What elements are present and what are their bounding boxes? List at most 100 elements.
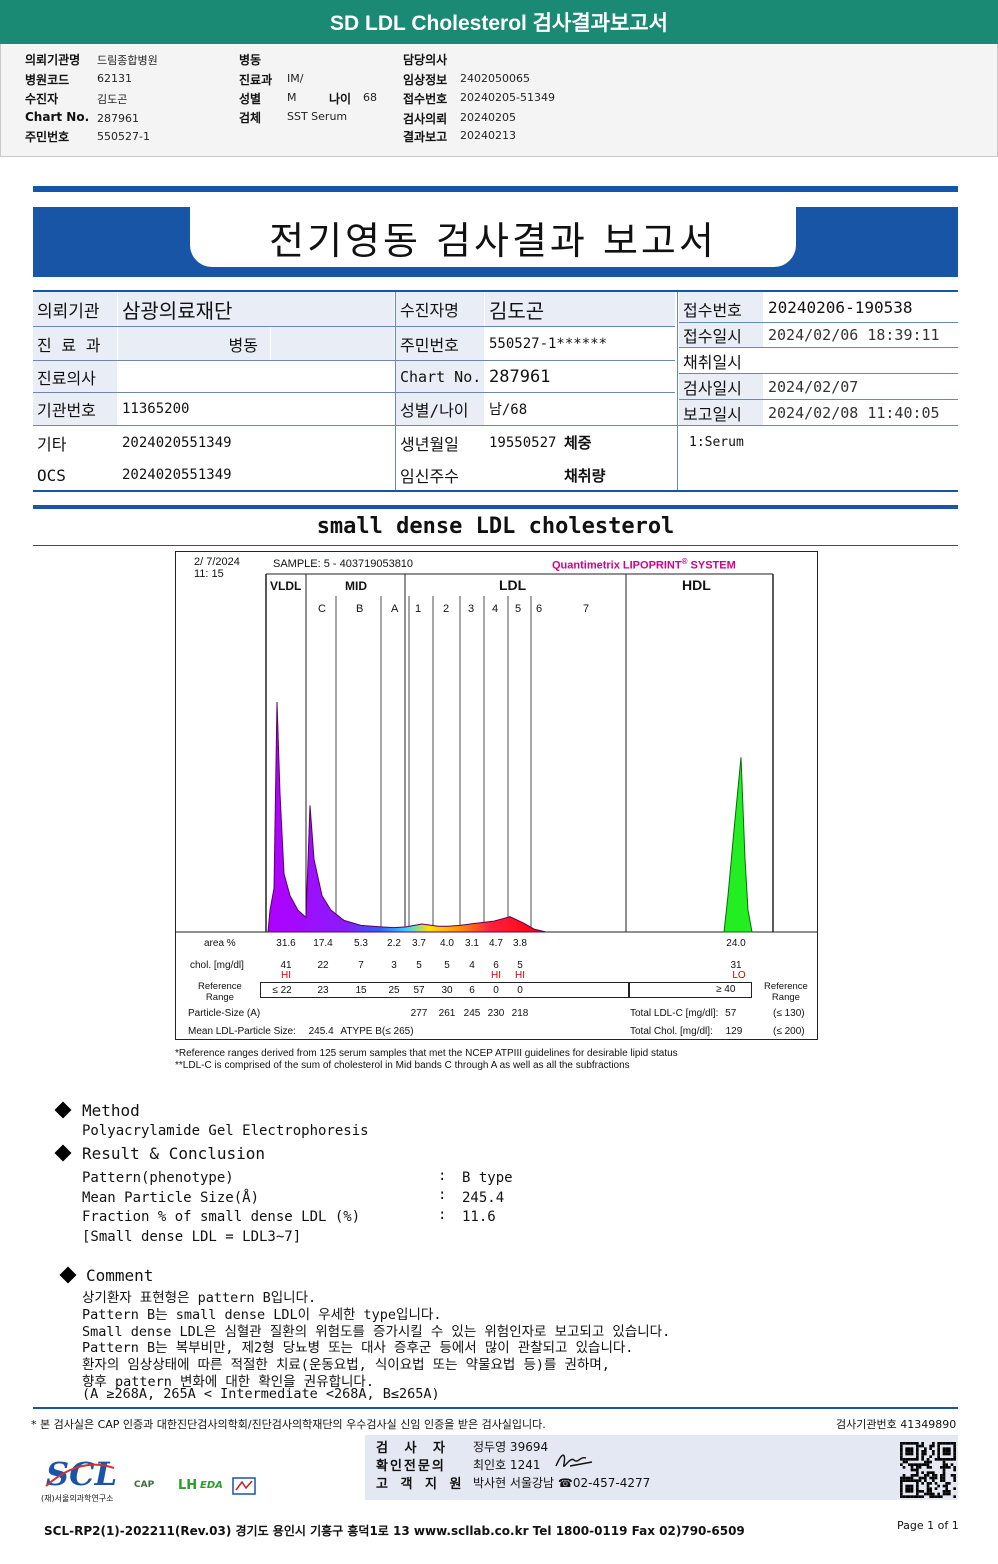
qr-module	[937, 1447, 940, 1450]
qr-module	[934, 1482, 938, 1485]
qr-module	[932, 1442, 935, 1445]
label-department: 진 료 과	[33, 327, 117, 360]
chol-value: 7	[358, 960, 364, 971]
result-key: Mean Particle Size(Å)	[82, 1190, 260, 1206]
qr-module	[921, 1482, 924, 1485]
qr-module	[908, 1484, 911, 1488]
qr-module	[905, 1442, 908, 1445]
table-rule	[677, 292, 678, 490]
birth-value: 19550527	[489, 434, 557, 451]
method-text: Polyacrylamide Gel Electrophoresis	[82, 1123, 369, 1139]
result-value: 245.4	[462, 1190, 505, 1206]
rrn-value: 550527-1******	[489, 335, 608, 352]
ref-label-left-1: Reference	[198, 981, 242, 992]
qr-module	[902, 1460, 906, 1464]
qr-module	[945, 1482, 948, 1485]
qr-module	[950, 1463, 954, 1466]
ocs-value: 2024020551349	[122, 467, 232, 483]
qr-module	[913, 1495, 916, 1498]
qr-module	[924, 1476, 927, 1480]
test-date-value: 2024/02/07	[768, 377, 859, 396]
top-value: 2402050065	[460, 72, 530, 85]
qr-module	[908, 1458, 911, 1461]
chol-value: 31	[730, 960, 742, 971]
examiner-value: 정두영 39694	[473, 1440, 549, 1454]
top-label: 병원코드	[25, 73, 70, 87]
qr-module	[900, 1479, 903, 1482]
ref-value: 15	[355, 985, 367, 996]
label-ocs: OCS	[37, 465, 66, 485]
result-note: [Small dense LDL = LDL3~7]	[82, 1229, 302, 1245]
qr-module	[937, 1484, 940, 1488]
qr-module	[953, 1466, 956, 1469]
qr-module	[937, 1492, 940, 1496]
cs-value: 박사현 서울강남 ☎02-457-4277	[473, 1476, 651, 1490]
label-sex-age: 성별/나이	[396, 393, 484, 425]
band-label: 2	[443, 603, 450, 615]
area-label: area %	[204, 938, 236, 949]
qr-code-icon	[900, 1442, 956, 1498]
ref-label-right-2: Range	[771, 992, 800, 1003]
qr-module	[929, 1455, 932, 1458]
lipoprotein-curve	[267, 701, 547, 933]
particle-size-value: 218	[511, 1008, 529, 1019]
qr-module	[900, 1444, 903, 1448]
chart-sample: SAMPLE: 5 - 403719053810	[273, 558, 414, 570]
band-label: 3	[468, 603, 475, 615]
qr-module	[929, 1444, 932, 1448]
qr-module	[921, 1455, 924, 1458]
qr-module	[916, 1442, 919, 1445]
qr-module	[916, 1455, 919, 1458]
total-chol-value: 129	[725, 1026, 743, 1037]
flag-value: HI	[515, 970, 525, 981]
qr-module	[940, 1479, 943, 1482]
qr-module	[905, 1460, 908, 1464]
qr-module	[948, 1466, 951, 1469]
qr-module	[900, 1495, 903, 1498]
table-rule	[679, 347, 958, 348]
qr-module	[908, 1495, 911, 1498]
qr-module	[953, 1495, 956, 1498]
brand-tail: SYSTEM	[687, 559, 736, 572]
qr-module	[918, 1479, 922, 1482]
qr-module	[908, 1490, 911, 1493]
qr-module	[900, 1482, 903, 1485]
footer-address: SCL-RP2(1)-202211(Rev.03) 경기도 용인시 기흥구 흥덕…	[44, 1524, 745, 1538]
qr-module	[929, 1490, 932, 1493]
lh-badge-icon: LH	[178, 1478, 198, 1493]
electrophoresis-chart: 2/ 7/2024 11: 15 SAMPLE: 5 - 40371905381…	[175, 551, 818, 1040]
diamond-bullet-icon	[59, 1266, 77, 1284]
diamond-bullet-icon	[54, 1144, 72, 1162]
chol-value: 4	[469, 960, 475, 971]
top-label: 주민번호	[25, 130, 70, 144]
banner-top-rule	[33, 186, 958, 192]
qr-module	[902, 1476, 906, 1480]
qr-module	[900, 1455, 903, 1458]
qr-module	[945, 1492, 948, 1496]
qr-module	[910, 1468, 914, 1472]
ref-label-left-2: Range	[205, 992, 234, 1003]
section-rule	[33, 505, 958, 509]
qr-module	[913, 1458, 916, 1461]
qr-module	[910, 1466, 914, 1469]
qr-module	[948, 1492, 951, 1496]
qr-module	[913, 1442, 916, 1445]
footnote-1: *Reference ranges derived from 125 serum…	[175, 1048, 678, 1059]
logo-swoosh-icon	[45, 1463, 115, 1487]
qr-module	[913, 1463, 916, 1466]
qr-module	[905, 1452, 908, 1456]
report-header-title: SD LDL Cholesterol 검사결과보고서	[0, 0, 998, 44]
band-label: C	[318, 603, 326, 615]
qr-module	[942, 1466, 946, 1469]
qr-module	[953, 1458, 956, 1461]
qr-module	[910, 1487, 914, 1490]
qr-module	[948, 1452, 951, 1456]
result-value: B type	[462, 1170, 513, 1186]
qr-module	[937, 1452, 940, 1456]
qr-module	[940, 1458, 943, 1461]
qr-module	[929, 1492, 932, 1496]
qr-module	[929, 1447, 932, 1450]
particle-size-value: 261	[438, 1008, 456, 1019]
scl-logo-sub: (재)서울의과학연구소	[41, 1494, 114, 1503]
qr-module	[942, 1460, 946, 1464]
